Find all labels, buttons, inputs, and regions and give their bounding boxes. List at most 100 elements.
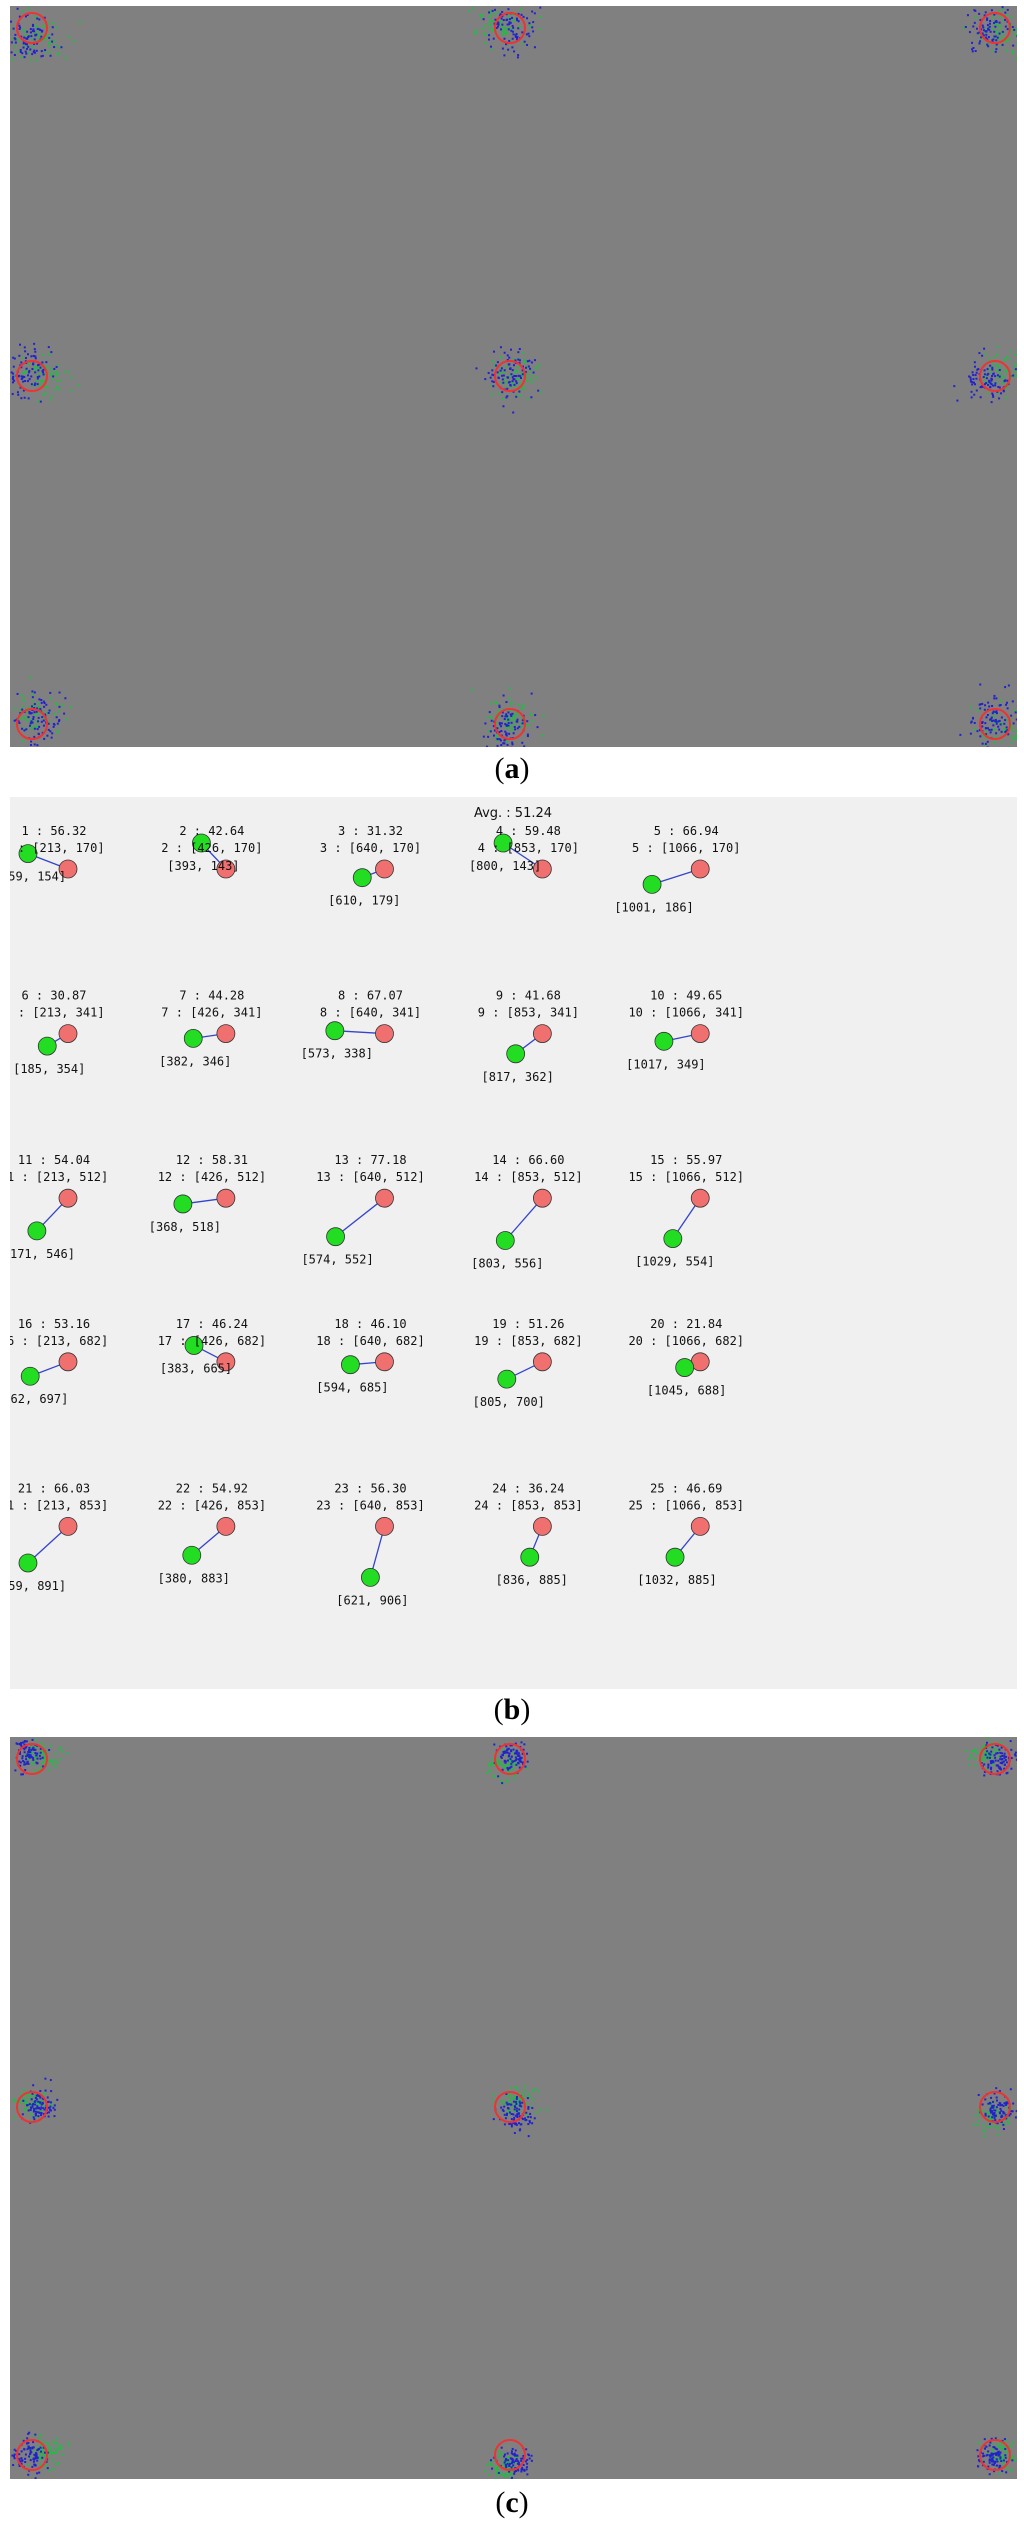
gaze-sample-blue (29, 722, 32, 725)
gaze-sample-blue (35, 710, 38, 713)
gaze-sample-green (969, 1753, 972, 1756)
gaze-sample-blue (509, 348, 512, 351)
gaze-sample-green (996, 364, 999, 367)
gaze-sample-green (52, 378, 55, 381)
gaze-sample-blue (981, 721, 984, 724)
gaze-sample-green (498, 372, 501, 375)
gaze-sample-blue (510, 2466, 513, 2469)
gaze-sample-green (48, 1769, 51, 1772)
gaze-sample-green (1005, 370, 1008, 373)
gaze-sample-green (12, 38, 15, 41)
gaze-sample-blue (975, 371, 978, 374)
gaze-sample-green (44, 373, 47, 376)
gaze-sample-blue (509, 21, 512, 24)
gaze-sample-blue (510, 1765, 513, 1768)
gaze-sample-green (43, 380, 46, 383)
gaze-sample-green (998, 2458, 1001, 2461)
gaze-sample-blue (519, 1756, 522, 1759)
gaze-sample-green (1015, 733, 1017, 736)
gaze-sample-blue (499, 346, 502, 349)
gaze-sample-green (1003, 2445, 1006, 2448)
gaze-sample-blue (1014, 711, 1017, 714)
gaze-sample-green (520, 716, 523, 719)
gaze-sample-green (1006, 385, 1009, 388)
gaze-sample-blue (42, 724, 45, 727)
gaze-sample-blue (35, 1754, 38, 1757)
gaze-sample-blue (994, 2460, 997, 2463)
gaze-sample-green (997, 24, 1000, 27)
gaze-sample-green (994, 2106, 997, 2109)
gaze-sample-blue (989, 364, 992, 367)
gaze-sample-green (1004, 40, 1007, 43)
gaze-sample-green (995, 31, 998, 34)
gaze-sample-blue (520, 2457, 523, 2460)
caption-a-close: ) (519, 752, 530, 785)
gaze-sample-blue (994, 20, 997, 23)
gaze-sample-blue (1010, 1748, 1013, 1751)
gaze-sample-blue (36, 2472, 39, 2475)
gaze-sample-blue (24, 2453, 27, 2456)
gaze-sample-blue (995, 697, 998, 700)
gaze-sample-green (29, 676, 32, 679)
gaze-sample-blue (987, 372, 990, 375)
gaze-sample-blue (1004, 2456, 1007, 2459)
gaze-sample-green (44, 392, 47, 395)
gaze-sample-blue (981, 385, 984, 388)
gaze-sample-green (986, 2126, 989, 2129)
gaze-sample-green (1016, 42, 1017, 45)
error-value-label: 3 : 31.32 (338, 824, 403, 838)
gaze-sample-green (526, 724, 529, 727)
gaze-sample-blue (993, 2470, 996, 2473)
gaze-sample-green (484, 34, 487, 37)
gaze-sample-green (998, 365, 1001, 368)
gaze-sample-blue (1002, 2459, 1005, 2462)
gaze-sample-blue (27, 2473, 30, 2476)
gaze-sample-blue (505, 43, 508, 46)
gaze-sample-blue (16, 1742, 19, 1745)
gaze-sample-green (491, 2464, 494, 2467)
gaze-sample-blue (43, 702, 46, 705)
gaze-sample-green (517, 378, 520, 381)
gaze-sample-blue (1001, 2439, 1004, 2442)
gaze-sample-green (53, 1758, 56, 1761)
gaze-sample-blue (1011, 2110, 1014, 2113)
gaze-sample-green (55, 702, 58, 705)
gaze-sample-green (18, 40, 21, 43)
gaze-sample-blue (515, 380, 518, 383)
gaze-sample-blue (518, 1754, 521, 1757)
gaze-sample-blue (28, 1746, 31, 1749)
gaze-sample-blue (42, 1765, 45, 1768)
gaze-sample-green (41, 2455, 44, 2458)
gaze-sample-blue (21, 1757, 24, 1760)
gaze-sample-green (507, 2474, 510, 2477)
gaze-sample-blue (31, 2446, 34, 2449)
true-target-marker-5 (690, 859, 710, 879)
true-position-label: 6 : [213, 341] (10, 1006, 105, 1020)
gaze-sample-blue (986, 43, 989, 46)
gaze-sample-blue (42, 368, 45, 371)
gaze-sample-green (994, 728, 997, 731)
gaze-sample-blue (1013, 1753, 1016, 1756)
gaze-sample-blue (956, 399, 959, 402)
gaze-sample-green (519, 372, 522, 375)
gaze-sample-green (31, 699, 34, 702)
gaze-sample-blue (20, 397, 23, 400)
gaze-sample-green (30, 1762, 33, 1765)
gaze-sample-green (510, 1759, 513, 1762)
gaze-sample-blue (986, 1750, 989, 1753)
gaze-sample-blue (28, 1755, 31, 1758)
gaze-sample-green (31, 727, 34, 730)
gaze-sample-green (50, 374, 53, 377)
gaze-sample-green (48, 45, 51, 48)
gaze-sample-green (512, 1767, 515, 1770)
gaze-sample-green (37, 710, 40, 713)
gaze-sample-green (67, 2441, 70, 2444)
true-position-label: 19 : [853, 682] (474, 1334, 582, 1348)
gaze-sample-blue (988, 1752, 991, 1755)
gaze-sample-green (984, 353, 987, 356)
gaze-sample-blue (527, 32, 530, 35)
gaze-sample-blue (14, 33, 17, 36)
gaze-sample-blue (492, 734, 495, 737)
